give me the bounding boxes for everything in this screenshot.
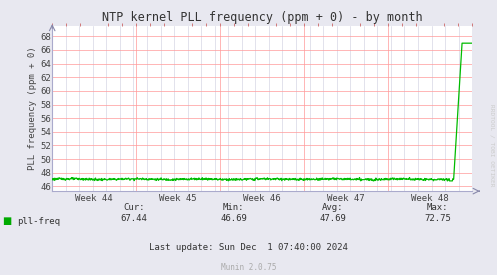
Text: 46.69: 46.69 xyxy=(220,214,247,223)
Text: Cur:: Cur: xyxy=(123,204,145,212)
Text: 67.44: 67.44 xyxy=(121,214,148,223)
Text: Avg:: Avg: xyxy=(322,204,344,212)
Text: Max:: Max: xyxy=(426,204,448,212)
Text: Min:: Min: xyxy=(223,204,245,212)
Title: NTP kernel PLL frequency (ppm + 0) - by month: NTP kernel PLL frequency (ppm + 0) - by … xyxy=(102,10,422,24)
Text: 47.69: 47.69 xyxy=(320,214,346,223)
Text: RRDTOOL / TOBI OETIKER: RRDTOOL / TOBI OETIKER xyxy=(490,104,495,187)
Text: Last update: Sun Dec  1 07:40:00 2024: Last update: Sun Dec 1 07:40:00 2024 xyxy=(149,243,348,252)
Y-axis label: PLL frequency (ppm + 0): PLL frequency (ppm + 0) xyxy=(28,47,37,170)
Text: ■: ■ xyxy=(2,216,12,226)
Text: pll-freq: pll-freq xyxy=(17,217,61,226)
Text: 72.75: 72.75 xyxy=(424,214,451,223)
Text: Munin 2.0.75: Munin 2.0.75 xyxy=(221,263,276,271)
